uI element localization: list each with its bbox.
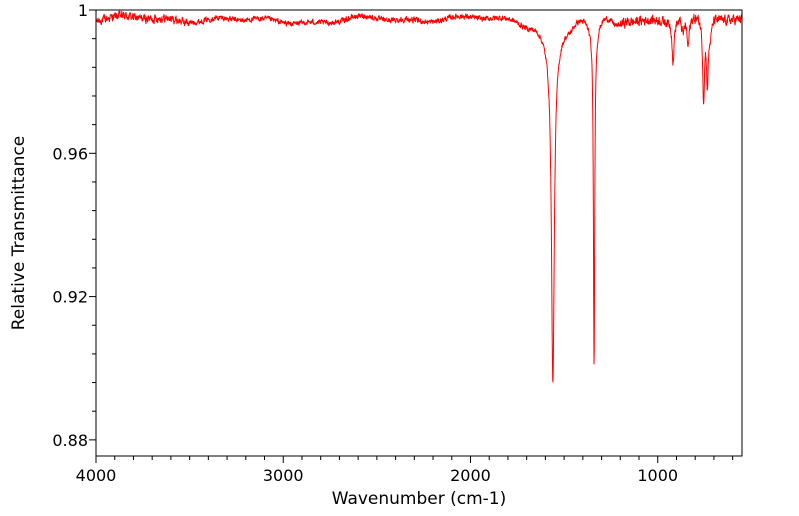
y-axis-label: Relative Transmittance: [9, 136, 29, 331]
y-tick-label: 0.92: [52, 288, 88, 307]
x-tick-label: 2000: [450, 466, 491, 485]
x-tick-label: 1000: [637, 466, 678, 485]
y-tick-label: 1: [78, 1, 88, 20]
spectrum-line: [96, 10, 742, 383]
y-tick-label: 0.96: [52, 144, 88, 163]
y-tick-label: 0.88: [52, 431, 88, 450]
plot-frame: [95, 9, 743, 457]
x-axis: 4000 3000 2000 1000: [76, 456, 734, 485]
x-tick-label: 4000: [76, 466, 117, 485]
plot-area: [95, 9, 743, 457]
y-axis: 0.88 0.92 0.96 1: [52, 1, 96, 450]
x-axis-label: Wavenumber (cm-1): [332, 489, 507, 509]
x-tick-label: 3000: [263, 466, 304, 485]
